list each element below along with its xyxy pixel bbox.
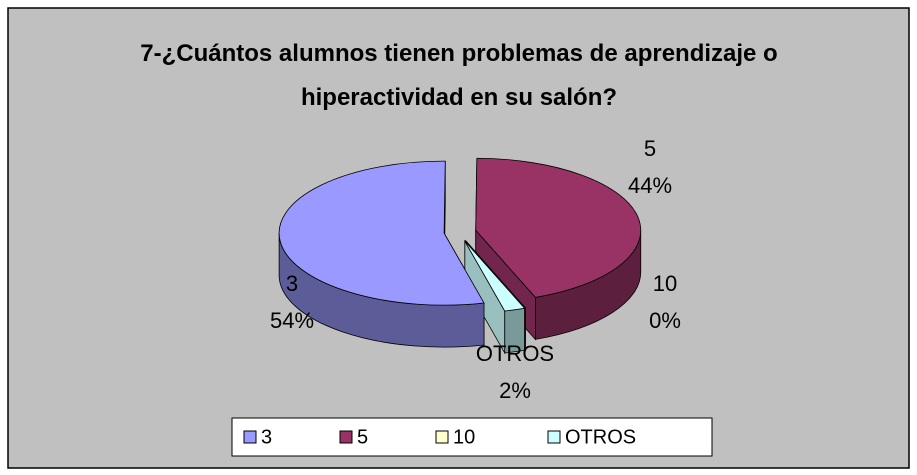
legend-label: 10 bbox=[453, 426, 475, 448]
legend-label: 5 bbox=[357, 426, 368, 448]
data-label-value: 0% bbox=[649, 308, 681, 333]
data-label-value: 2% bbox=[499, 378, 531, 403]
data-label-value: 54% bbox=[270, 308, 314, 333]
legend-swatch bbox=[435, 430, 449, 444]
legend-swatch bbox=[339, 430, 353, 444]
slice bbox=[475, 157, 642, 298]
data-label-value: 44% bbox=[628, 173, 672, 198]
legend-label: OTROS bbox=[565, 426, 636, 448]
plot-background bbox=[7, 7, 910, 469]
legend-swatch bbox=[243, 430, 257, 444]
slice bbox=[278, 160, 485, 306]
legend-label: 3 bbox=[261, 426, 272, 448]
data-label-category: 10 bbox=[653, 271, 677, 296]
data-label-category: OTROS bbox=[476, 341, 554, 366]
chart-title: 7-¿Cuántos alumnos tienen problemas de a… bbox=[140, 40, 778, 111]
data-label-category: 5 bbox=[644, 136, 656, 161]
slice bbox=[464, 240, 526, 312]
legend-swatch bbox=[547, 430, 561, 444]
legend-box bbox=[231, 417, 713, 457]
data-label-category: 3 bbox=[286, 271, 298, 296]
